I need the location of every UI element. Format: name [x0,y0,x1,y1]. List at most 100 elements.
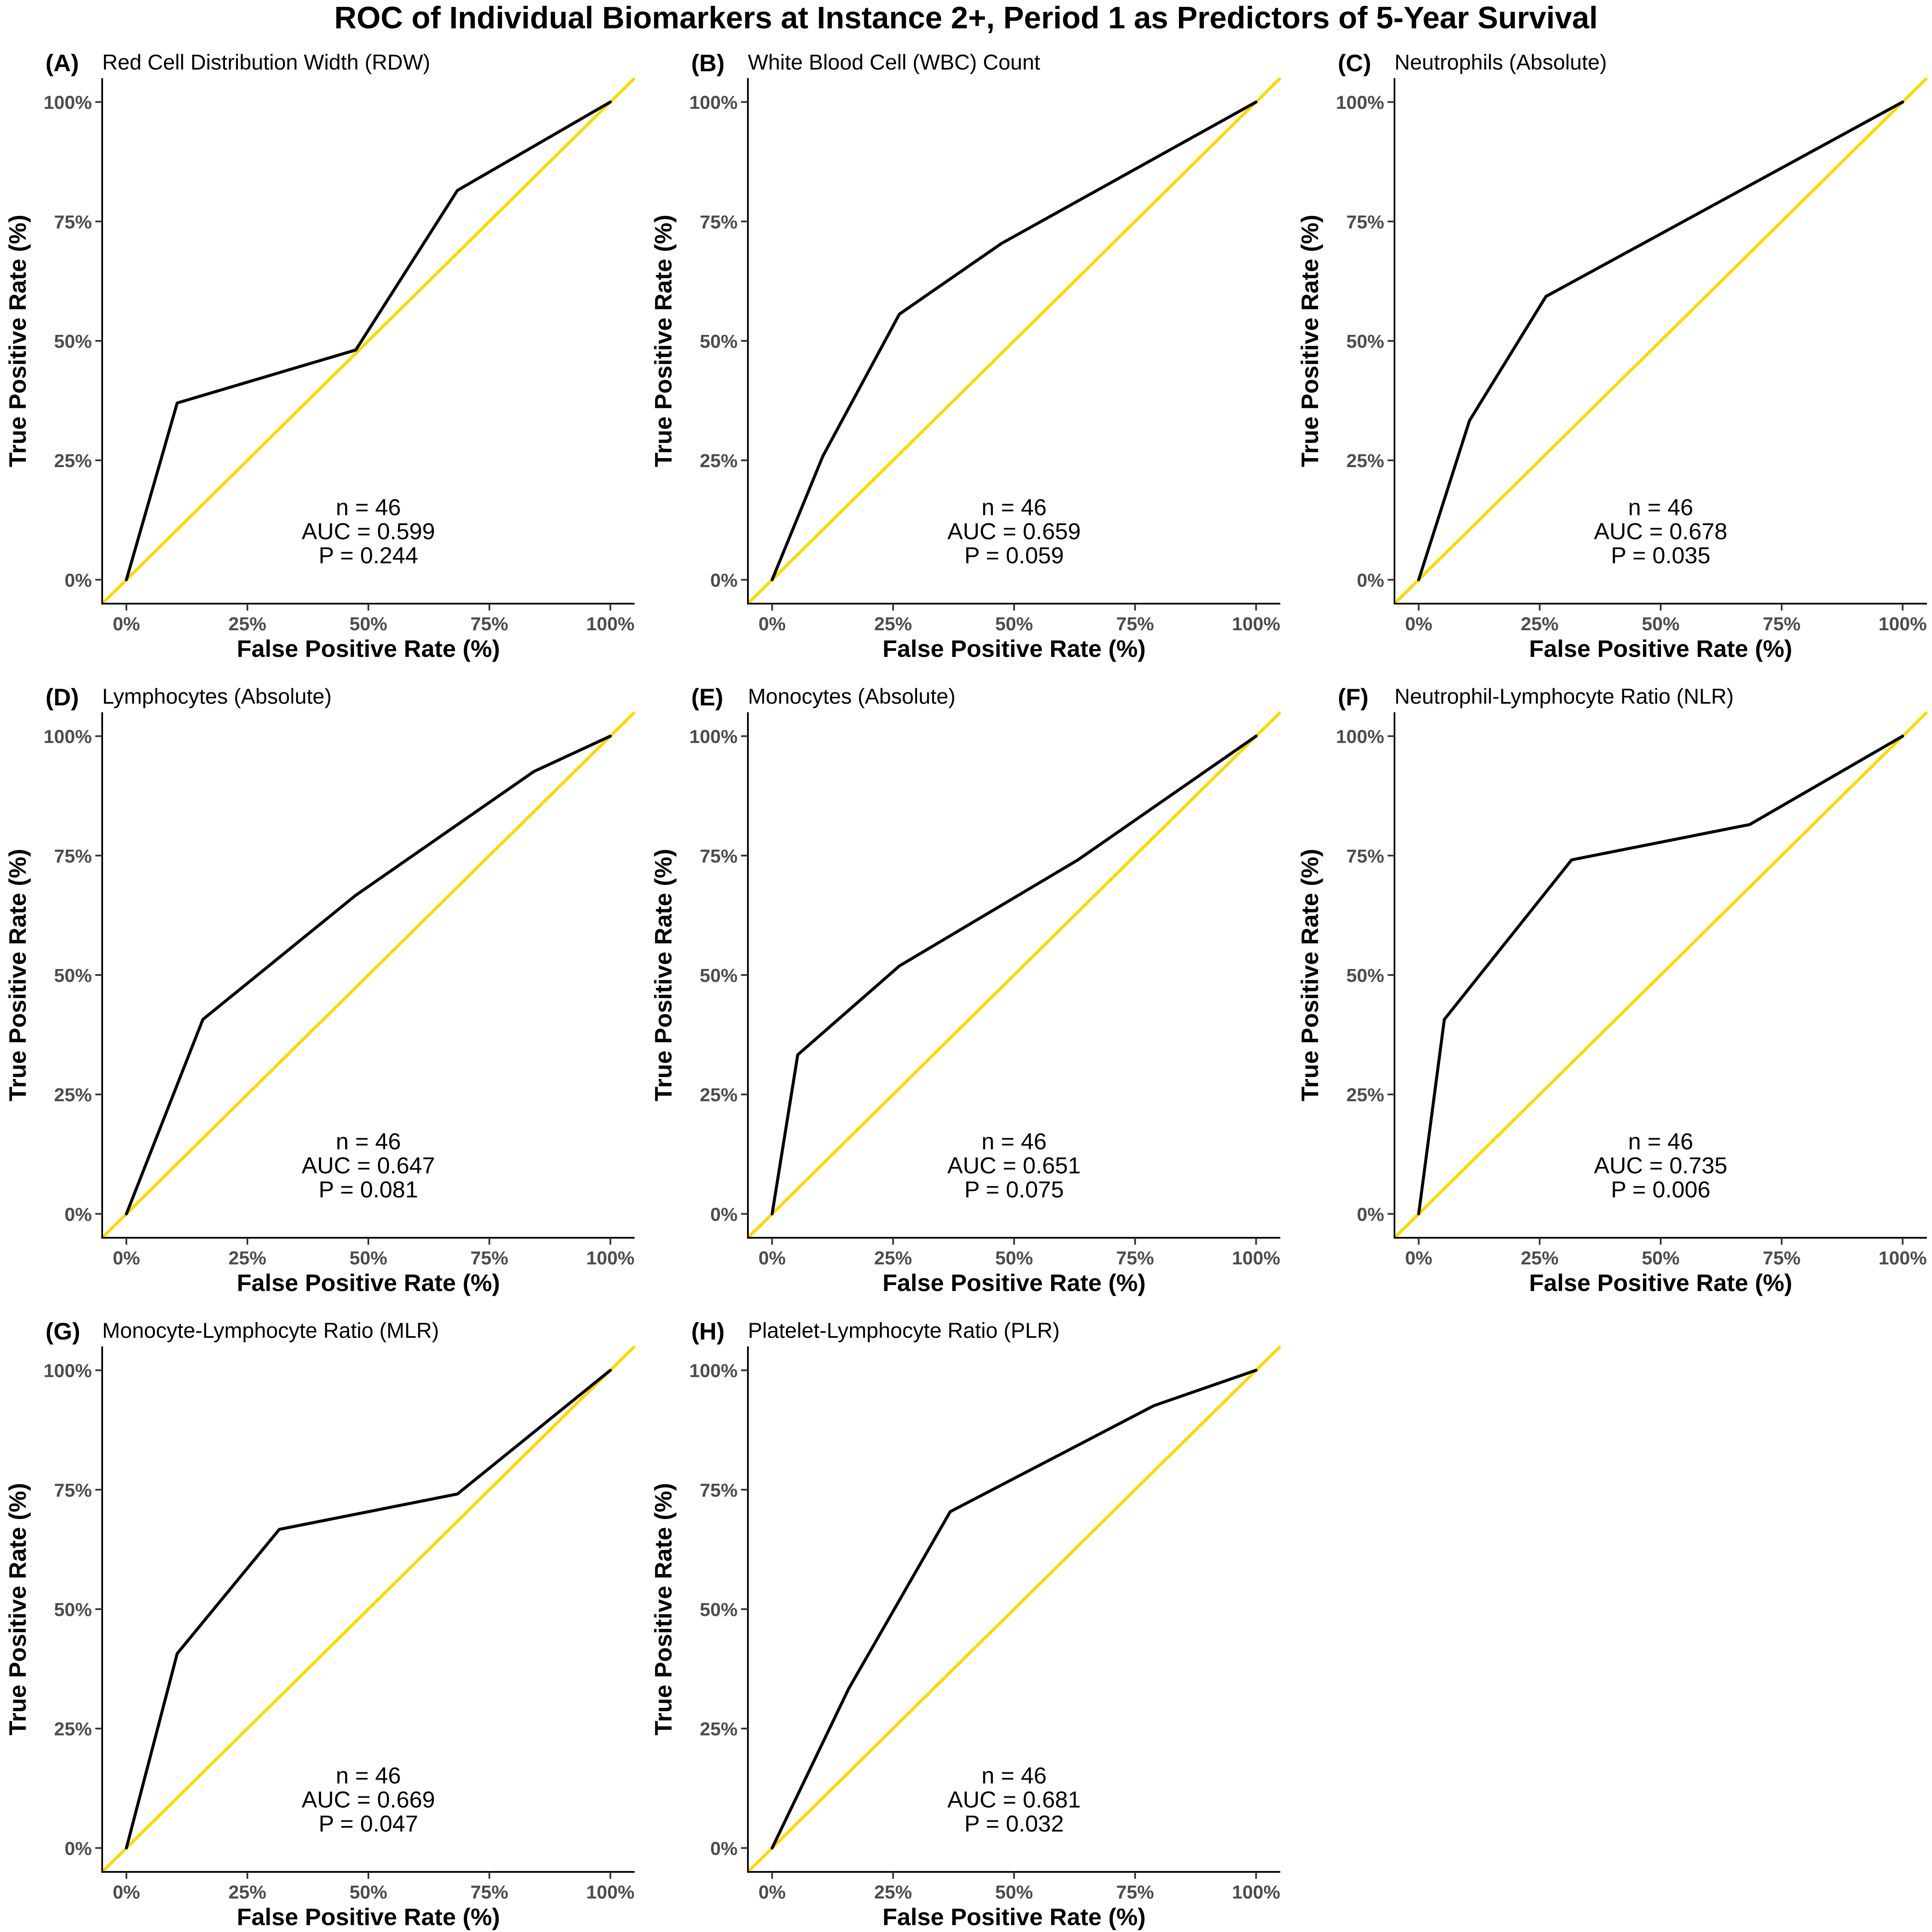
roc-curve [125,100,612,581]
y-tick-label: 0% [1357,570,1384,591]
panel-f: (F) Neutrophil-Lymphocyte Ratio (NLR) 0% 25… [1296,683,1928,1296]
annotation-line: n = 46 [336,1129,401,1154]
y-tick-label: 75% [700,846,738,867]
x-tick-label: 25% [874,614,912,635]
panel-title: Lymphocytes (Absolute) [102,684,332,708]
x-tick-label: 0% [759,1248,786,1269]
y-tick-label: 75% [1346,212,1384,233]
x-tick-label: 75% [1116,614,1154,635]
x-tick-label: 0% [1405,614,1433,635]
y-tick-label: 0% [64,1838,92,1859]
annotation-line: P = 0.032 [964,1811,1064,1837]
x-axis-title: False Positive Rate (%) [1529,1269,1792,1296]
panel-tag: (B) [691,49,725,76]
y-tick-label: 25% [54,1084,92,1106]
annotation-line: P = 0.006 [1611,1177,1710,1203]
panel-c: (C) Neutrophils (Absolute) 0% 25% 50% 75% 100%… [1296,49,1928,662]
x-tick-label: 100% [586,614,635,635]
reference-line [747,1345,1282,1873]
y-tick-label: 0% [1357,1204,1384,1225]
roc-curve [770,735,1258,1215]
x-tick-label: 0% [113,1882,140,1903]
y-tick-label: 25% [700,1084,738,1106]
annotation-line: AUC = 0.678 [1594,519,1728,544]
roc-curve [1417,100,1905,581]
x-tick-label: 50% [349,1248,387,1269]
x-tick-label: 100% [1878,1248,1927,1269]
y-tick-label: 50% [700,1599,738,1620]
annotation-line: P = 0.081 [319,1177,418,1203]
x-tick-label: 100% [1878,614,1927,635]
reference-line [101,77,636,605]
y-tick-label: 75% [1346,846,1384,867]
panel-tag: (F) [1338,683,1369,711]
annotation-line: n = 46 [981,495,1047,520]
annotation-line: AUC = 0.647 [302,1153,435,1179]
annotation-line: AUC = 0.681 [948,1787,1081,1813]
y-tick-label: 100% [1336,92,1384,113]
y-tick-label: 50% [54,965,92,986]
y-axis-title: True Positive Rate (%) [1296,849,1323,1101]
y-tick-label: 75% [54,1480,92,1501]
y-tick-label: 25% [1346,450,1384,471]
x-tick-label: 50% [995,1248,1033,1269]
y-axis-title: True Positive Rate (%) [650,215,677,467]
y-tick-label: 50% [700,965,738,986]
y-tick-label: 100% [43,1361,92,1382]
y-axis-title: True Positive Rate (%) [4,1483,31,1735]
annotation-line: P = 0.047 [319,1811,418,1837]
y-tick-label: 0% [64,1204,92,1225]
x-tick-label: 100% [1232,1248,1280,1269]
y-axis-title: True Positive Rate (%) [4,215,31,467]
x-tick-label: 100% [586,1248,635,1269]
x-tick-label: 75% [471,1248,508,1269]
x-tick-label: 50% [349,1882,387,1903]
x-tick-label: 75% [1116,1882,1154,1903]
roc-curve [1417,735,1905,1215]
y-axis-title: True Positive Rate (%) [1296,215,1323,467]
annotation-line: n = 46 [981,1763,1047,1789]
y-axis-title: True Positive Rate (%) [650,1483,677,1735]
y-tick-label: 25% [700,450,738,471]
y-tick-label: 25% [700,1719,738,1740]
x-tick-label: 50% [995,1882,1033,1903]
y-tick-label: 25% [54,450,92,471]
panel-tag: (C) [1338,49,1371,76]
annotation-line: AUC = 0.659 [948,519,1081,544]
panel-title: Monocytes (Absolute) [748,684,956,708]
panel-d: (D) Lymphocytes (Absolute) 0% 25% 50% 75% 100%… [4,683,636,1296]
x-tick-label: 75% [1116,1248,1154,1269]
x-axis-title: False Positive Rate (%) [237,1903,500,1930]
y-axis-title: True Positive Rate (%) [650,849,677,1101]
panel-b: (B) White Blood Cell (WBC) Count 0% 25% 50% 7… [650,49,1282,662]
y-tick-label: 100% [43,726,92,747]
x-tick-label: 25% [228,1248,266,1269]
y-tick-label: 50% [1346,331,1384,352]
y-tick-label: 0% [64,570,92,591]
figure-title: ROC of Individual Biomarkers at Instance… [334,1,1598,35]
y-tick-label: 100% [689,726,738,747]
x-tick-label: 100% [586,1882,635,1903]
annotation-line: n = 46 [1628,1129,1693,1154]
x-tick-label: 50% [995,614,1033,635]
x-tick-label: 75% [471,1882,508,1903]
panel-g: (G) Monocyte-Lymphocyte Ratio (MLR) 0% 25% 5… [4,1318,636,1930]
panel-tag: (D) [46,683,79,711]
panel-tag: (E) [691,683,723,711]
roc-curve [125,735,612,1215]
x-tick-label: 75% [1763,1248,1801,1269]
x-tick-label: 100% [1232,1882,1280,1903]
y-tick-label: 75% [700,212,738,233]
panel-h: (H) Platelet-Lymphocyte Ratio (PLR) 0% 25% 5… [650,1318,1282,1930]
y-tick-label: 50% [54,1599,92,1620]
x-axis-title: False Positive Rate (%) [882,1269,1145,1296]
y-tick-label: 50% [700,331,738,352]
reference-line [101,1345,636,1873]
roc-curve [770,100,1258,581]
y-tick-label: 100% [689,92,738,113]
x-tick-label: 0% [1405,1248,1433,1269]
x-tick-label: 0% [113,614,140,635]
annotation-line: n = 46 [981,1129,1047,1154]
x-tick-label: 75% [1763,614,1801,635]
panel-tag: (G) [46,1318,80,1345]
